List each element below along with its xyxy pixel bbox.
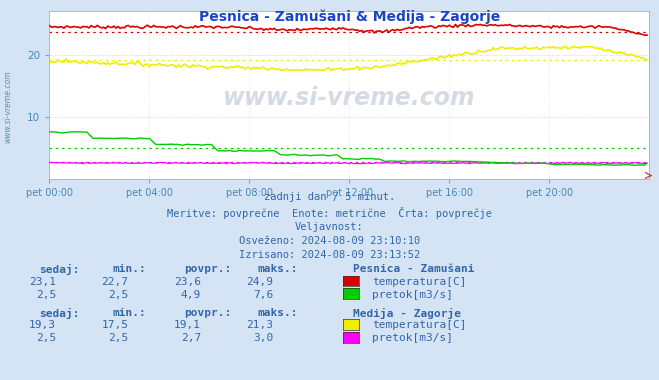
Text: Izrisano: 2024-08-09 23:13:52: Izrisano: 2024-08-09 23:13:52 bbox=[239, 250, 420, 260]
Text: pretok[m3/s]: pretok[m3/s] bbox=[372, 290, 453, 299]
Text: 2,5: 2,5 bbox=[36, 290, 56, 299]
Text: maks.:: maks.: bbox=[257, 308, 297, 318]
Text: min.:: min.: bbox=[112, 308, 146, 318]
Text: 2,5: 2,5 bbox=[108, 333, 129, 343]
Text: povpr.:: povpr.: bbox=[185, 264, 232, 274]
Text: 2,7: 2,7 bbox=[181, 333, 201, 343]
Text: povpr.:: povpr.: bbox=[185, 308, 232, 318]
Text: 19,3: 19,3 bbox=[29, 320, 56, 330]
Text: 19,1: 19,1 bbox=[174, 320, 201, 330]
Text: 22,7: 22,7 bbox=[101, 277, 129, 287]
Text: www.si-vreme.com: www.si-vreme.com bbox=[3, 70, 13, 143]
Text: 24,9: 24,9 bbox=[246, 277, 273, 287]
Text: pretok[m3/s]: pretok[m3/s] bbox=[372, 333, 453, 343]
Text: Medija - Zagorje: Medija - Zagorje bbox=[353, 308, 461, 319]
Text: 17,5: 17,5 bbox=[101, 320, 129, 330]
Text: 23,1: 23,1 bbox=[29, 277, 56, 287]
Text: temperatura[C]: temperatura[C] bbox=[372, 277, 467, 287]
Text: 3,0: 3,0 bbox=[253, 333, 273, 343]
Text: Pesnica - Zamušani & Medija - Zagorje: Pesnica - Zamušani & Medija - Zagorje bbox=[198, 10, 500, 24]
Text: zadnji dan / 5 minut.: zadnji dan / 5 minut. bbox=[264, 192, 395, 202]
Text: Pesnica - Zamušani: Pesnica - Zamušani bbox=[353, 264, 474, 274]
Text: 21,3: 21,3 bbox=[246, 320, 273, 330]
Text: sedaj:: sedaj: bbox=[40, 264, 80, 275]
Text: 23,6: 23,6 bbox=[174, 277, 201, 287]
Text: www.si-vreme.com: www.si-vreme.com bbox=[223, 86, 476, 110]
Text: min.:: min.: bbox=[112, 264, 146, 274]
Text: 2,5: 2,5 bbox=[36, 333, 56, 343]
Text: 2,5: 2,5 bbox=[108, 290, 129, 299]
Text: 4,9: 4,9 bbox=[181, 290, 201, 299]
Text: temperatura[C]: temperatura[C] bbox=[372, 320, 467, 330]
Text: Meritve: povprečne  Enote: metrične  Črta: povprečje: Meritve: povprečne Enote: metrične Črta:… bbox=[167, 207, 492, 219]
Text: Veljavnost:: Veljavnost: bbox=[295, 222, 364, 232]
Text: sedaj:: sedaj: bbox=[40, 308, 80, 319]
Text: maks.:: maks.: bbox=[257, 264, 297, 274]
Text: 7,6: 7,6 bbox=[253, 290, 273, 299]
Text: Osveženo: 2024-08-09 23:10:10: Osveženo: 2024-08-09 23:10:10 bbox=[239, 236, 420, 246]
